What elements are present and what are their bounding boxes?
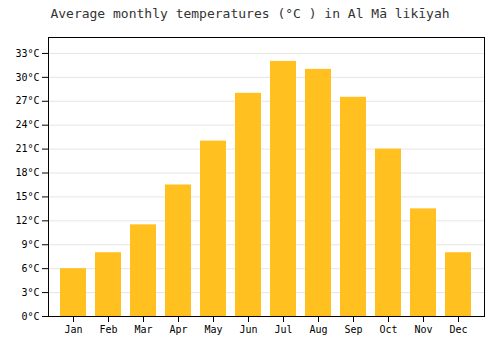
svg-text:Mar: Mar xyxy=(134,324,152,335)
svg-text:Dec: Dec xyxy=(449,324,467,335)
svg-text:Nov: Nov xyxy=(414,324,432,335)
svg-text:15°C: 15°C xyxy=(15,191,39,202)
svg-text:12°C: 12°C xyxy=(15,215,39,226)
svg-text:27°C: 27°C xyxy=(15,95,39,106)
svg-text:Jan: Jan xyxy=(64,324,82,335)
svg-text:21°C: 21°C xyxy=(15,143,39,154)
svg-text:0°C: 0°C xyxy=(21,311,39,322)
svg-text:33°C: 33°C xyxy=(15,48,39,59)
svg-text:9°C: 9°C xyxy=(21,239,39,250)
svg-text:Feb: Feb xyxy=(99,324,117,335)
svg-text:30°C: 30°C xyxy=(15,72,39,83)
svg-text:Sep: Sep xyxy=(344,324,362,335)
svg-text:24°C: 24°C xyxy=(15,119,39,130)
svg-text:Jun: Jun xyxy=(239,324,257,335)
svg-text:18°C: 18°C xyxy=(15,167,39,178)
html-text:Average monthly temperatures (: Average monthly temperatures (°C ) in Al… xyxy=(50,6,450,21)
svg-text:6°C: 6°C xyxy=(21,263,39,274)
svg-text:Oct: Oct xyxy=(379,324,397,335)
svg-text:Aug: Aug xyxy=(309,324,327,335)
svg-text:3°C: 3°C xyxy=(21,287,39,298)
svg-text:May: May xyxy=(204,324,222,335)
svg-text:Jul: Jul xyxy=(274,324,292,335)
svg-text:Apr: Apr xyxy=(169,324,187,335)
